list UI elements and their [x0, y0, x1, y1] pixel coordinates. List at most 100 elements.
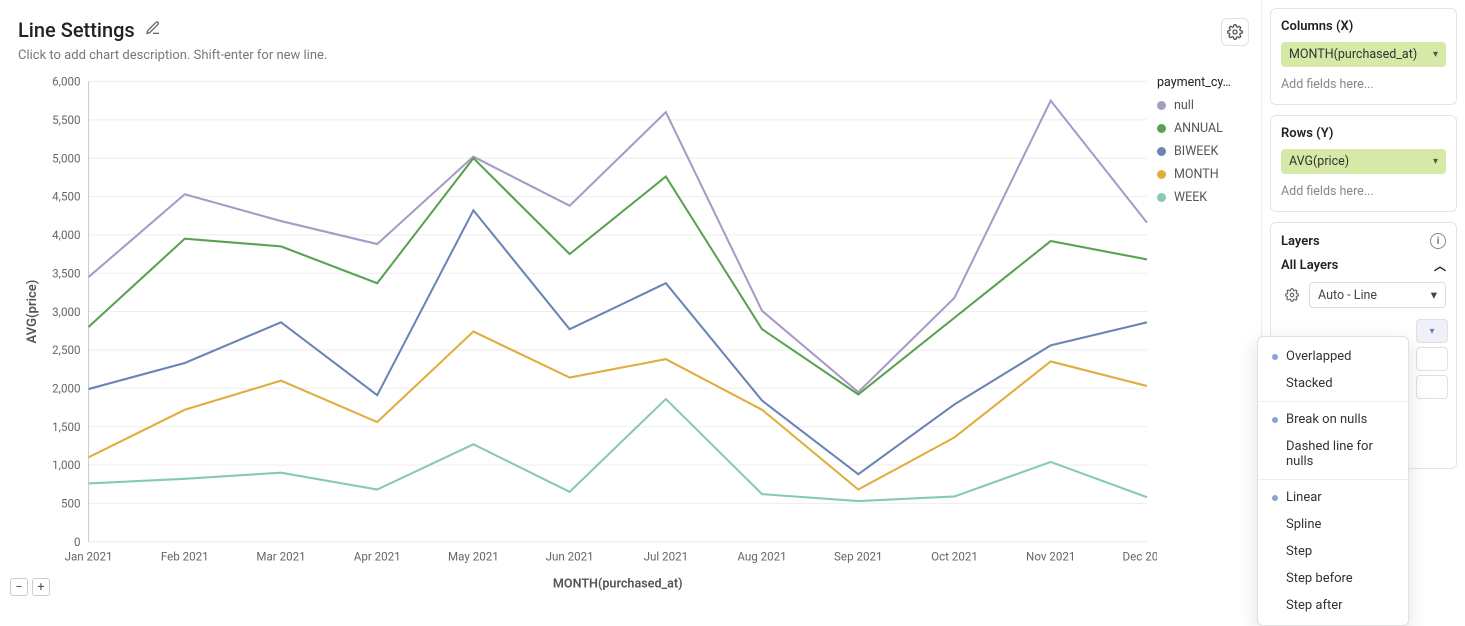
dropdown-item-label: Overlapped: [1286, 349, 1352, 364]
zoom-in-button[interactable]: +: [32, 578, 50, 596]
svg-text:0: 0: [74, 535, 81, 549]
dropdown-item[interactable]: Step before: [1258, 565, 1408, 592]
dropdown-item[interactable]: Linear: [1258, 484, 1408, 511]
dropdown-item[interactable]: Overlapped: [1258, 343, 1408, 370]
svg-text:Apr 2021: Apr 2021: [354, 549, 401, 563]
legend-dot: [1157, 147, 1166, 156]
dropdown-item-label: Step: [1286, 544, 1312, 559]
hidden-option-pill[interactable]: [1416, 347, 1448, 371]
svg-text:May 2021: May 2021: [448, 549, 499, 563]
caret-down-icon: ▾: [1433, 49, 1438, 60]
rows-placeholder[interactable]: Add fields here...: [1281, 184, 1446, 199]
rows-pill[interactable]: AVG(price) ▾: [1281, 149, 1446, 174]
legend-label: WEEK: [1174, 190, 1207, 205]
columns-title: Columns (X): [1281, 19, 1446, 34]
legend: payment_cy… nullANNUALBIWEEKMONTHWEEK: [1157, 71, 1253, 594]
legend-dot: [1157, 193, 1166, 202]
info-icon[interactable]: i: [1430, 233, 1446, 249]
chart-description-placeholder[interactable]: Click to add chart description. Shift-en…: [18, 48, 1253, 63]
rows-panel: Rows (Y) AVG(price) ▾ Add fields here...: [1270, 115, 1457, 212]
svg-text:5,500: 5,500: [52, 113, 80, 127]
rows-title: Rows (Y): [1281, 126, 1446, 141]
svg-text:3,000: 3,000: [52, 305, 80, 319]
svg-text:Sep 2021: Sep 2021: [834, 549, 882, 563]
svg-text:Jul 2021: Jul 2021: [644, 549, 688, 563]
layer-type-select[interactable]: Auto - Line ▾: [1309, 282, 1446, 308]
chart-container: 0 500 1,000 1,500 2,000 2,500 3,000 3,500 4,000 4…: [18, 71, 1253, 594]
svg-text:Nov 2021: Nov 2021: [1026, 549, 1075, 563]
columns-pill-label: MONTH(purchased_at): [1289, 47, 1417, 62]
legend-item[interactable]: null: [1157, 98, 1253, 113]
svg-text:Oct 2021: Oct 2021: [931, 549, 978, 563]
dropdown-item[interactable]: Dashed line for nulls: [1258, 433, 1408, 475]
legend-dot: [1157, 101, 1166, 110]
layer-type-value: Auto - Line: [1318, 288, 1377, 303]
selected-dot-icon: [1272, 354, 1278, 360]
dropdown-item[interactable]: Spline: [1258, 511, 1408, 538]
layers-title: Layers i: [1281, 233, 1446, 249]
svg-text:4,500: 4,500: [52, 190, 80, 204]
legend-label: ANNUAL: [1174, 121, 1223, 136]
zoom-controls: − +: [10, 578, 50, 596]
columns-placeholder[interactable]: Add fields here...: [1281, 77, 1446, 92]
selected-dot-icon: [1272, 417, 1278, 423]
svg-text:Jun 2021: Jun 2021: [546, 549, 594, 563]
legend-item[interactable]: MONTH: [1157, 167, 1253, 182]
caret-down-icon: ▾: [1431, 287, 1437, 303]
selected-dot-icon: [1272, 495, 1278, 501]
svg-text:1,500: 1,500: [52, 420, 80, 434]
layer-type-row: Auto - Line ▾: [1281, 282, 1446, 308]
dropdown-item[interactable]: Break on nulls: [1258, 406, 1408, 433]
legend-item[interactable]: BIWEEK: [1157, 144, 1253, 159]
svg-text:MONTH(purchased_at): MONTH(purchased_at): [553, 577, 683, 592]
legend-label: null: [1174, 98, 1194, 113]
legend-item[interactable]: ANNUAL: [1157, 121, 1253, 136]
zoom-out-button[interactable]: −: [10, 578, 28, 596]
dropdown-item[interactable]: Stacked: [1258, 370, 1408, 397]
dropdown-item[interactable]: Step: [1258, 538, 1408, 565]
dropdown-item-label: Step before: [1286, 571, 1353, 586]
rows-pill-label: AVG(price): [1289, 154, 1349, 169]
legend-label: BIWEEK: [1174, 144, 1218, 159]
svg-text:Aug 2021: Aug 2021: [737, 549, 786, 563]
chart-plot[interactable]: 0 500 1,000 1,500 2,000 2,500 3,000 3,500 4,000 4…: [18, 71, 1157, 594]
columns-pill[interactable]: MONTH(purchased_at) ▾: [1281, 42, 1446, 67]
legend-dot: [1157, 124, 1166, 133]
edit-title-icon[interactable]: [145, 20, 161, 40]
chart-settings-button[interactable]: [1221, 18, 1249, 46]
dropdown-item-label: Spline: [1286, 517, 1321, 532]
svg-text:AVG(price): AVG(price): [25, 280, 40, 344]
dropdown-item[interactable]: Step after: [1258, 592, 1408, 619]
svg-text:2,000: 2,000: [52, 381, 80, 395]
layers-title-text: Layers: [1281, 234, 1320, 249]
main-chart-area: Line Settings Click to add chart descrip…: [0, 0, 1261, 602]
svg-text:4,000: 4,000: [52, 228, 80, 242]
page-title[interactable]: Line Settings: [18, 18, 135, 42]
legend-item[interactable]: WEEK: [1157, 190, 1253, 205]
svg-text:Dec 2021: Dec 2021: [1123, 549, 1157, 563]
svg-text:5,000: 5,000: [52, 151, 80, 165]
svg-text:3,500: 3,500: [52, 266, 80, 280]
caret-down-icon: ▾: [1433, 156, 1438, 167]
svg-text:2,500: 2,500: [52, 343, 80, 357]
hidden-option-pill[interactable]: ▾: [1416, 319, 1448, 343]
columns-panel: Columns (X) MONTH(purchased_at) ▾ Add fi…: [1270, 8, 1457, 105]
layers-subtitle-row[interactable]: All Layers ︿: [1281, 257, 1446, 274]
header: Line Settings: [18, 18, 1253, 42]
dropdown-item-label: Break on nulls: [1286, 412, 1367, 427]
dropdown-item-label: Step after: [1286, 598, 1343, 613]
layers-subtitle: All Layers: [1281, 258, 1338, 273]
svg-text:6,000: 6,000: [52, 74, 80, 88]
layer-gear-icon[interactable]: [1281, 284, 1303, 306]
hidden-option-pill[interactable]: [1416, 375, 1448, 399]
svg-text:Mar 2021: Mar 2021: [256, 549, 305, 563]
legend-dot: [1157, 170, 1166, 179]
line-style-dropdown: Overlapped Stacked Break on nulls Dashed li…: [1257, 336, 1409, 626]
svg-text:1,000: 1,000: [52, 458, 80, 472]
svg-text:500: 500: [61, 496, 81, 510]
dropdown-item-label: Linear: [1286, 490, 1322, 505]
chevron-up-icon: ︿: [1434, 257, 1446, 274]
svg-text:Feb 2021: Feb 2021: [161, 549, 209, 563]
svg-text:Jan 2021: Jan 2021: [65, 549, 113, 563]
legend-label: MONTH: [1174, 167, 1219, 182]
